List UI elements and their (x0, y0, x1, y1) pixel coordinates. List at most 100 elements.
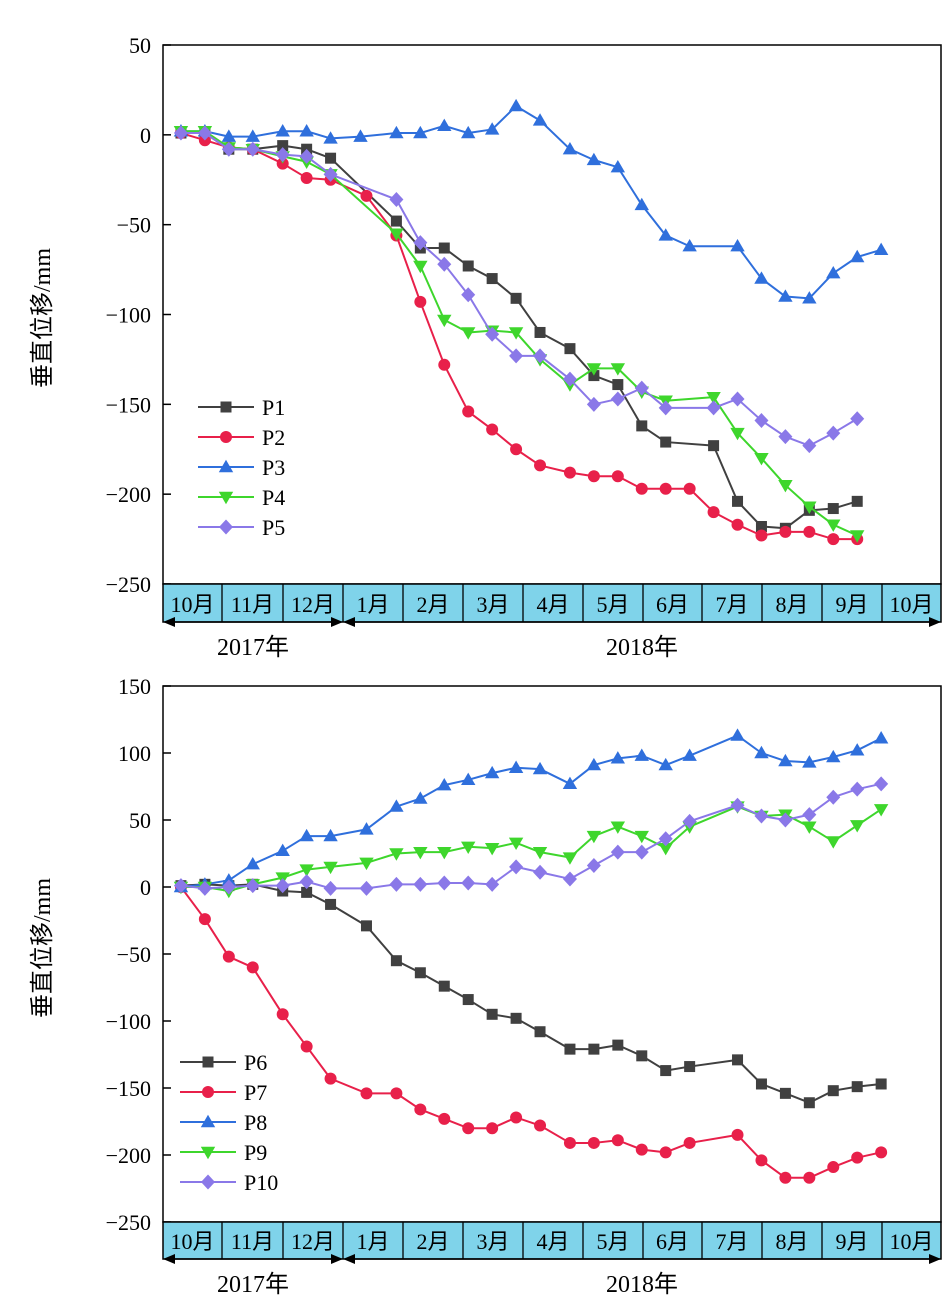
data-point (437, 118, 452, 132)
data-point (873, 804, 889, 817)
legend-item-p5: P5 (198, 515, 285, 540)
data-point (875, 1078, 887, 1090)
month-label: 4月 (536, 1229, 569, 1254)
data-point (173, 878, 188, 894)
series-p8 (173, 728, 889, 893)
month-label: 6月 (656, 592, 689, 617)
data-point (532, 846, 548, 860)
data-point (462, 994, 474, 1006)
data-point (360, 189, 373, 202)
month-label: 9月 (835, 1229, 868, 1254)
data-point (198, 913, 211, 926)
data-point (437, 777, 452, 791)
data-point (197, 125, 212, 141)
data-point (389, 876, 404, 892)
y-tick-label: −50 (117, 213, 151, 238)
y-tick-label: −200 (106, 482, 151, 507)
arrowhead (331, 1254, 343, 1264)
data-point (754, 413, 769, 429)
data-point (586, 152, 602, 166)
data-point (414, 1103, 427, 1116)
legend-marker (202, 1086, 214, 1098)
y-axis-label: 垂直位移/mm (29, 248, 56, 388)
data-point (851, 495, 863, 507)
series-p6 (175, 878, 887, 1109)
data-point (324, 1072, 337, 1085)
y-tick-label: 150 (118, 674, 151, 699)
data-point (850, 820, 865, 833)
data-point (659, 482, 672, 495)
data-point (173, 125, 188, 141)
legend-label: P4 (262, 485, 285, 510)
data-point (827, 503, 839, 515)
legend-label: P7 (244, 1080, 267, 1105)
data-point (779, 1171, 792, 1184)
y-tick-label: −150 (106, 1076, 151, 1101)
series-p10 (173, 776, 889, 896)
series-line (180, 805, 882, 893)
data-point (389, 125, 404, 139)
legend-marker (219, 519, 233, 535)
data-point (221, 141, 236, 157)
data-point (778, 479, 793, 493)
data-point (413, 260, 428, 274)
data-point (755, 1078, 767, 1090)
data-point (732, 1054, 744, 1066)
data-point (484, 842, 500, 856)
legend-label: P5 (262, 515, 285, 540)
data-point (658, 842, 673, 856)
arrowhead (163, 1254, 175, 1264)
data-point (245, 141, 260, 157)
arrowhead (929, 1254, 941, 1264)
data-point (197, 880, 212, 896)
data-point (532, 113, 548, 126)
data-point (438, 1112, 451, 1125)
plot-frame (162, 685, 942, 1223)
data-point (484, 122, 500, 135)
month-label: 6月 (656, 1229, 689, 1254)
data-point (683, 1136, 696, 1149)
data-point (588, 1043, 600, 1055)
data-point (245, 129, 260, 142)
data-point (301, 886, 313, 898)
data-point (299, 828, 314, 842)
data-point (413, 235, 428, 251)
data-point (874, 776, 889, 792)
month-label: 12月 (291, 1229, 335, 1254)
series-p3 (173, 98, 889, 304)
data-point (802, 438, 817, 454)
series-line (180, 105, 882, 300)
data-point (706, 391, 721, 405)
month-label: 1月 (356, 1229, 389, 1254)
data-point (390, 215, 402, 227)
data-point (755, 529, 768, 542)
data-point (359, 857, 374, 871)
data-point (437, 875, 452, 891)
month-label: 1月 (356, 592, 389, 617)
data-point (390, 955, 402, 967)
series-line (180, 883, 882, 1104)
arrowhead (343, 617, 355, 627)
month-label: 9月 (835, 592, 868, 617)
data-point (245, 857, 260, 870)
data-point (461, 841, 476, 854)
data-point (533, 348, 548, 364)
data-point (299, 864, 314, 877)
data-point (562, 871, 577, 887)
y-tick-label: 50 (129, 33, 151, 58)
data-point (802, 755, 817, 768)
data-point (222, 950, 235, 963)
data-point (635, 1143, 648, 1156)
data-point (586, 396, 601, 412)
data-point (660, 436, 672, 448)
data-point (875, 1146, 888, 1159)
data-point (564, 343, 576, 355)
arrowhead (163, 617, 175, 627)
legend-label: P2 (262, 425, 285, 450)
month-label: 7月 (715, 1229, 748, 1254)
data-point (389, 228, 404, 241)
legend-item-p8: P8 (180, 1110, 267, 1135)
data-point (509, 348, 524, 364)
data-point (437, 846, 452, 860)
